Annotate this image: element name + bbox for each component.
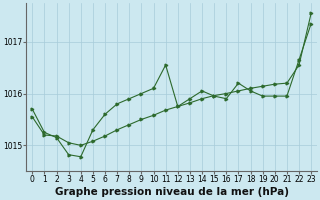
X-axis label: Graphe pression niveau de la mer (hPa): Graphe pression niveau de la mer (hPa) — [55, 187, 289, 197]
